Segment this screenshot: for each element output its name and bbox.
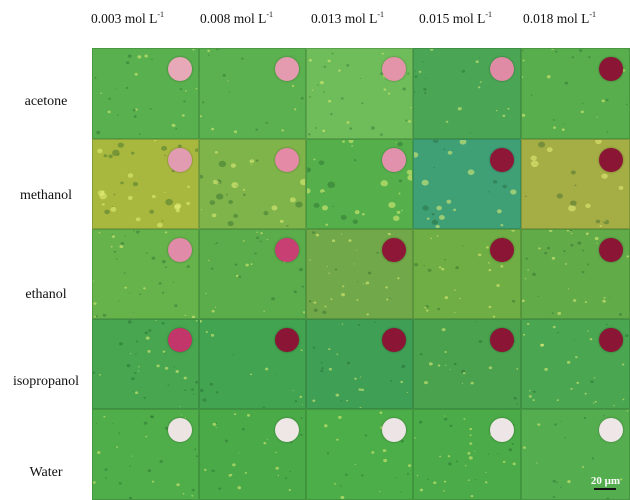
droplet-swatch <box>168 328 192 352</box>
micrograph-cell <box>521 139 630 229</box>
droplet-swatch <box>490 238 514 262</box>
micrograph-cell <box>306 319 413 409</box>
row-label-water: Water <box>29 465 63 480</box>
micrograph-cell <box>306 409 413 500</box>
row-label-acetone: acetone <box>24 94 68 109</box>
micrograph-cell <box>92 48 199 139</box>
micrograph-texture <box>308 52 412 136</box>
micrograph-texture <box>522 49 629 133</box>
droplet-swatch <box>599 238 623 262</box>
row-label-ethanol: ethanol <box>25 287 67 302</box>
droplet-swatch <box>275 238 299 262</box>
droplet-swatch <box>382 148 406 172</box>
micrograph-cell <box>199 229 306 319</box>
micrograph-cell <box>306 48 413 139</box>
micrograph-texture <box>93 320 198 408</box>
droplet-swatch <box>168 418 192 442</box>
micrograph-texture <box>203 413 303 492</box>
micrograph-grid <box>92 48 630 500</box>
row-label-methanol: methanol <box>19 188 73 203</box>
micrograph-cell <box>521 48 630 139</box>
micrograph-texture <box>414 230 516 318</box>
micrograph-cell <box>306 229 413 319</box>
column-header-4: 0.018 mol L-1 <box>523 10 597 26</box>
micrograph-cell <box>413 409 521 500</box>
droplet-swatch <box>382 57 406 81</box>
micrograph-cell <box>199 409 306 500</box>
micrograph-texture <box>200 320 304 408</box>
droplet-swatch <box>275 328 299 352</box>
micrograph-cell <box>199 319 306 409</box>
micrograph-cell <box>306 139 413 229</box>
droplet-swatch <box>275 57 299 81</box>
micrograph-cell <box>413 139 521 229</box>
scale-bar: 20 μm <box>591 475 620 490</box>
droplet-swatch <box>599 148 623 172</box>
droplet-swatch <box>599 328 623 352</box>
column-header-1: 0.008 mol L-1 <box>200 10 274 26</box>
column-header-2: 0.013 mol L-1 <box>311 10 385 26</box>
micrograph-texture <box>522 230 629 316</box>
droplet-swatch <box>490 57 514 81</box>
droplet-swatch <box>275 418 299 442</box>
micrograph-cell <box>92 319 199 409</box>
micrograph-cell <box>199 139 306 229</box>
micrograph-texture <box>205 231 305 314</box>
micrograph-texture <box>414 49 510 134</box>
scale-bar-line <box>594 488 617 490</box>
droplet-swatch <box>490 328 514 352</box>
column-header-3: 0.015 mol L-1 <box>419 10 493 26</box>
micrograph-cell <box>199 48 306 139</box>
micrograph-cell <box>521 319 630 409</box>
micrograph-cell <box>92 409 199 500</box>
micrograph-cell <box>413 229 521 319</box>
scale-bar-label: 20 μm <box>590 475 620 487</box>
droplet-swatch <box>168 57 192 81</box>
micrograph-cell <box>413 48 521 139</box>
row-label-isopropanol: isopropanol <box>12 374 80 389</box>
micrograph-cell <box>521 229 630 319</box>
micrograph-texture <box>94 49 198 135</box>
droplet-swatch <box>382 418 406 442</box>
droplet-swatch <box>168 148 192 172</box>
micrograph-texture <box>312 321 408 408</box>
droplet-swatch <box>599 57 623 81</box>
micrograph-texture <box>522 410 629 499</box>
droplet-swatch <box>275 148 299 172</box>
droplet-swatch <box>490 418 514 442</box>
micrograph-texture <box>414 140 517 228</box>
droplet-swatch <box>382 328 406 352</box>
micrograph-cell <box>92 139 199 229</box>
micrograph-cell <box>413 319 521 409</box>
droplet-swatch <box>382 238 406 262</box>
micrograph-cell <box>92 229 199 319</box>
column-header-0: 0.003 mol L-1 <box>91 10 165 26</box>
micrograph-texture <box>200 151 305 227</box>
droplet-swatch <box>599 418 623 442</box>
micrograph-cell <box>521 409 630 500</box>
droplet-swatch <box>168 238 192 262</box>
micrograph-texture <box>97 140 198 228</box>
droplet-swatch <box>490 148 514 172</box>
